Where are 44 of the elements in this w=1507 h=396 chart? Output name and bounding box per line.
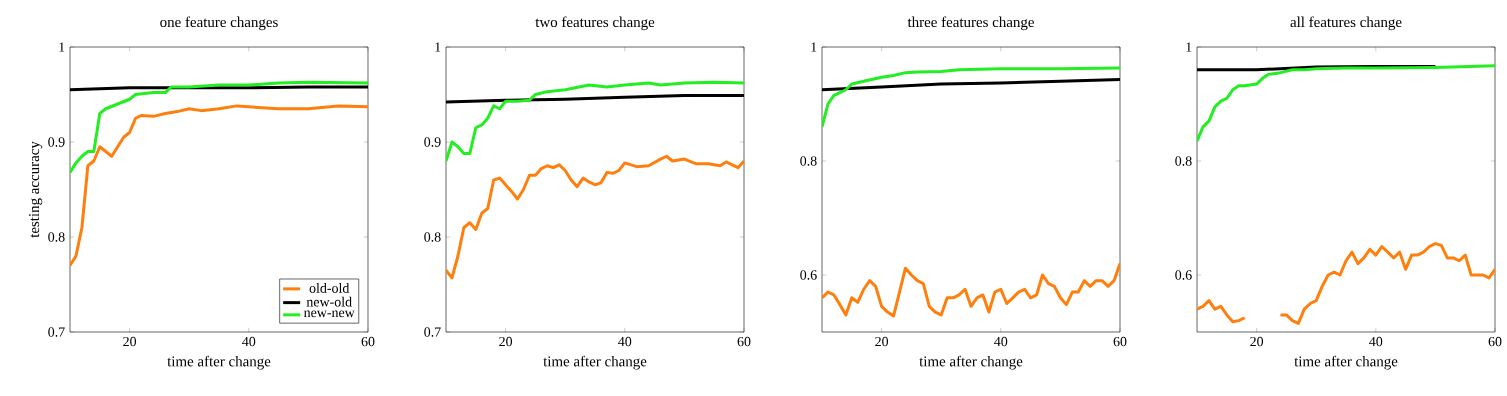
chart-title: three features change bbox=[907, 16, 1034, 31]
x-tick-label: 60 bbox=[1488, 336, 1502, 347]
y-tick-label: 0.8 bbox=[424, 232, 441, 242]
y-axis-title: testing accuracy bbox=[29, 141, 43, 238]
x-tick-label: 40 bbox=[242, 336, 256, 347]
legend-label: new-new bbox=[303, 310, 355, 318]
chart-title: one feature changes bbox=[160, 16, 278, 31]
x-tick-label: 60 bbox=[361, 336, 375, 347]
line-series bbox=[822, 262, 1121, 318]
y-tick-label: 0.8 bbox=[800, 156, 817, 166]
y-tick-label: 0.6 bbox=[1175, 270, 1192, 280]
y-tick-label: 1 bbox=[811, 42, 817, 52]
y-tick-label: 0.8 bbox=[48, 232, 65, 242]
y-tick-label: 0.6 bbox=[800, 270, 817, 280]
x-tick-label: 20 bbox=[123, 336, 137, 347]
x-tick-label: 20 bbox=[1250, 336, 1264, 347]
y-tick-label: 0.8 bbox=[1175, 156, 1192, 166]
y-tick-label: 0.7 bbox=[48, 327, 65, 337]
x-axis-title: time after change bbox=[919, 355, 1023, 370]
line-series bbox=[1197, 64, 1496, 143]
x-tick-label: 20 bbox=[499, 336, 513, 347]
x-tick-label: 60 bbox=[737, 336, 751, 347]
y-tick-label: 0.9 bbox=[424, 137, 441, 147]
x-tick-label: 20 bbox=[875, 336, 889, 347]
chart-title: two features change bbox=[535, 16, 655, 31]
y-tick-label: 1 bbox=[1186, 42, 1192, 52]
y-tick-label: 1 bbox=[59, 42, 65, 52]
x-tick-label: 60 bbox=[1113, 336, 1127, 347]
legend-label: old-old bbox=[309, 282, 350, 293]
line-series bbox=[70, 80, 368, 174]
y-tick-label: 0.9 bbox=[48, 137, 65, 147]
line-series bbox=[446, 80, 744, 163]
legend-label: new-old bbox=[306, 296, 352, 307]
x-tick-label: 40 bbox=[618, 336, 632, 347]
y-tick-label: 0.7 bbox=[424, 327, 441, 337]
x-tick-label: 40 bbox=[994, 336, 1008, 347]
chart-title: all features change bbox=[1290, 16, 1402, 31]
line-series bbox=[446, 154, 744, 280]
line-series bbox=[822, 66, 1121, 129]
x-axis-title: time after change bbox=[543, 355, 647, 370]
y-tick-label: 1 bbox=[435, 42, 441, 52]
x-axis-title: time after change bbox=[167, 355, 271, 370]
x-tick-label: 40 bbox=[1369, 336, 1383, 347]
x-axis-title: time after change bbox=[1294, 355, 1398, 370]
